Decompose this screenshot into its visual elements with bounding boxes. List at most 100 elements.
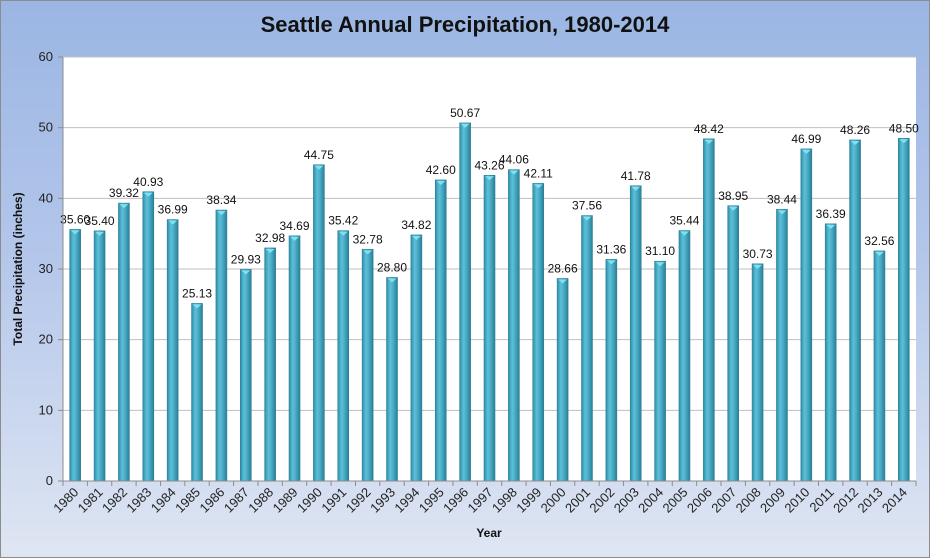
data-label: 46.99 xyxy=(791,132,821,146)
bar-cap xyxy=(582,216,592,221)
bar xyxy=(776,209,788,482)
x-tick-label: 1999 xyxy=(513,485,544,516)
bars xyxy=(69,122,910,482)
bar-cap xyxy=(631,186,641,191)
data-label: 44.75 xyxy=(304,148,334,162)
bar-cap xyxy=(801,149,811,154)
bar-cap xyxy=(314,165,324,170)
x-tick-label: 2008 xyxy=(733,485,764,516)
x-tick-label: 1985 xyxy=(172,485,203,516)
chart-title: Seattle Annual Precipitation, 1980-2014 xyxy=(260,12,670,37)
data-label: 37.56 xyxy=(572,199,602,213)
bar xyxy=(532,183,545,482)
data-label: 50.67 xyxy=(450,106,480,120)
bar-cap xyxy=(363,250,373,255)
bar xyxy=(849,139,861,482)
data-label: 32.98 xyxy=(255,231,285,245)
data-label: 35.44 xyxy=(669,214,699,228)
bar-cap xyxy=(704,139,714,144)
bar xyxy=(824,223,837,482)
data-label: 29.93 xyxy=(231,252,261,266)
bar-cap xyxy=(777,210,787,215)
data-label: 42.60 xyxy=(426,163,456,177)
data-label: 31.10 xyxy=(645,244,675,258)
data-label: 48.50 xyxy=(889,121,919,135)
x-tick-label: 1998 xyxy=(489,485,520,516)
data-label: 48.26 xyxy=(840,123,870,137)
bar xyxy=(337,230,350,482)
bar xyxy=(434,179,447,482)
data-label: 31.36 xyxy=(596,242,626,256)
bar-cap xyxy=(265,248,275,253)
data-label: 34.69 xyxy=(280,219,310,233)
bar-cap xyxy=(655,262,665,267)
x-tick-label: 2004 xyxy=(635,485,666,516)
bar-cap xyxy=(290,236,300,241)
data-label: 30.73 xyxy=(743,247,773,261)
bar xyxy=(166,219,179,482)
bar xyxy=(727,205,739,482)
bar-cap xyxy=(728,206,738,211)
bar-cap xyxy=(168,220,178,225)
bar-cap xyxy=(411,235,421,240)
bar xyxy=(361,249,374,482)
data-label: 28.80 xyxy=(377,260,407,274)
x-tick-label: 2012 xyxy=(830,485,861,516)
bar xyxy=(556,278,569,482)
bar xyxy=(898,137,910,482)
bar-cap xyxy=(460,123,470,128)
data-label: 36.39 xyxy=(816,207,846,221)
data-label: 39.32 xyxy=(109,186,139,200)
y-tick-label: 30 xyxy=(39,261,53,276)
x-tick-label: 2005 xyxy=(660,485,691,516)
x-tick-label: 2002 xyxy=(586,485,617,516)
x-tick-label: 1981 xyxy=(75,485,106,516)
y-tick-label: 20 xyxy=(39,332,53,347)
x-axis-ticks: 1980198119821983198419851986198719881989… xyxy=(50,481,917,516)
x-tick-label: 1995 xyxy=(416,485,447,516)
bar xyxy=(69,229,81,482)
bar-cap xyxy=(70,230,80,235)
bar xyxy=(654,260,666,482)
x-tick-label: 2009 xyxy=(757,485,788,516)
bar-cap xyxy=(119,204,129,209)
x-tick-label: 1989 xyxy=(270,485,301,516)
bar xyxy=(751,263,764,482)
bar-cap xyxy=(338,231,348,236)
data-label: 43.26 xyxy=(474,158,504,172)
x-tick-label: 1983 xyxy=(123,485,154,516)
y-tick-label: 40 xyxy=(39,190,53,205)
data-label: 36.99 xyxy=(158,203,188,217)
y-tick-label: 60 xyxy=(39,49,53,64)
x-tick-label: 1992 xyxy=(343,485,374,516)
x-tick-label: 2006 xyxy=(684,485,715,516)
bar xyxy=(386,277,398,482)
bar-cap xyxy=(874,251,884,256)
x-tick-label: 1980 xyxy=(50,485,81,516)
y-axis-title: Total Precipitation (inches) xyxy=(11,192,25,345)
bar xyxy=(313,164,325,482)
bar xyxy=(800,148,813,482)
x-tick-label: 1994 xyxy=(391,485,422,516)
x-tick-label: 1982 xyxy=(99,485,130,516)
y-tick-label: 10 xyxy=(39,402,53,417)
bar xyxy=(410,234,423,482)
bar-cap xyxy=(753,264,763,269)
y-axis-ticks: 0 10 20 30 40 50 60 xyxy=(39,49,63,488)
bar xyxy=(240,269,252,482)
bar-cap xyxy=(192,304,202,309)
x-tick-label: 2000 xyxy=(538,485,569,516)
y-tick-label: 0 xyxy=(46,473,53,488)
bar xyxy=(93,230,106,482)
x-tick-label: 2011 xyxy=(806,485,836,515)
x-tick-label: 1984 xyxy=(148,485,179,516)
x-tick-label: 2001 xyxy=(562,485,593,516)
bar xyxy=(191,303,203,482)
bar xyxy=(264,247,276,482)
bar xyxy=(508,169,520,482)
bar-cap xyxy=(509,170,519,175)
data-label: 48.42 xyxy=(694,122,724,136)
bar-cap xyxy=(143,192,153,197)
